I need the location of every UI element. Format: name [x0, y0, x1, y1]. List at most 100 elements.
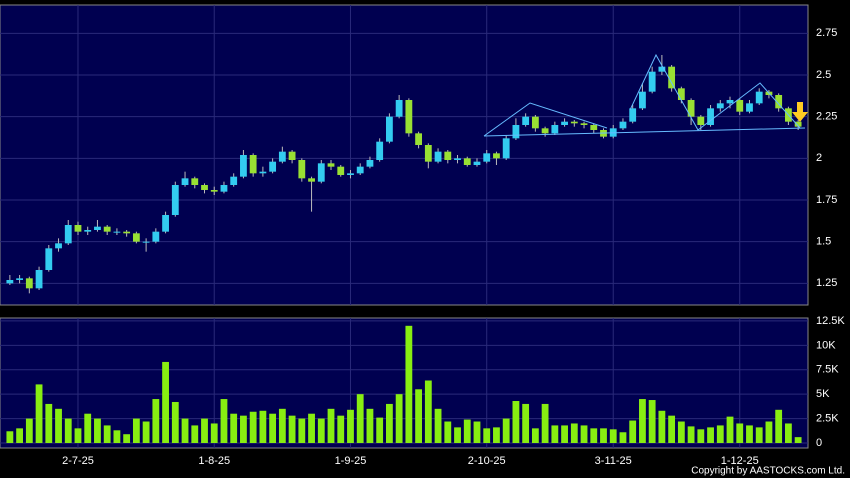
x-tick-label: 2-7-25 — [62, 455, 94, 467]
volume-bar — [162, 361, 169, 443]
candle-body — [454, 158, 461, 160]
y-tick-label: 7.5K — [816, 364, 839, 376]
marks — [6, 55, 802, 443]
volume-bar — [171, 401, 179, 443]
y-tick-label: 2.25 — [816, 111, 837, 123]
candle-body — [707, 108, 714, 125]
volume-bar — [454, 427, 461, 443]
volume-bar — [230, 413, 238, 443]
volume-bar — [590, 428, 598, 443]
volume-bar — [561, 425, 568, 443]
candle-body — [6, 280, 14, 284]
volume-bar — [668, 415, 676, 443]
volume-bar — [259, 410, 267, 443]
volume-bar — [55, 408, 62, 443]
candle-body — [629, 108, 637, 122]
copyright: Copyright by AASTOCKS.com Ltd. — [691, 466, 845, 477]
candle-body — [493, 153, 500, 159]
volume-bar — [317, 418, 325, 443]
candle-body — [249, 155, 257, 174]
candle-body — [502, 138, 510, 159]
volume-bar — [356, 394, 364, 443]
candle-body — [123, 231, 131, 234]
volume-bar — [210, 423, 218, 443]
volume-bar — [269, 413, 277, 443]
candle-body — [580, 123, 588, 125]
y-tick-label: 12.5K — [816, 315, 845, 327]
candle-body — [132, 233, 140, 242]
candle-body — [366, 160, 374, 167]
candle-body — [376, 141, 384, 160]
candle-body — [103, 226, 111, 232]
volume-bar — [45, 403, 53, 443]
volume-bar — [347, 409, 354, 443]
volume-bar — [337, 415, 345, 443]
grid — [0, 5, 808, 448]
volume-bar — [541, 403, 549, 443]
volume-bar — [35, 384, 43, 443]
candle-body — [94, 226, 101, 230]
candle-body — [152, 231, 160, 242]
y-tick-label: 0 — [816, 437, 822, 449]
volume-bar — [385, 403, 393, 443]
volume-bar — [395, 394, 403, 443]
volume-bar — [755, 427, 763, 443]
volume-bar — [736, 423, 744, 443]
candle-body — [434, 151, 442, 162]
volume-bar — [463, 419, 471, 443]
candle-body — [337, 166, 345, 175]
candle-body — [512, 125, 520, 139]
volume-bar — [697, 429, 705, 443]
volume-bar — [308, 413, 315, 443]
y-tick-label: 2.5K — [816, 412, 839, 424]
arrow — [792, 102, 808, 122]
candle-body — [288, 151, 296, 160]
volume-bar — [493, 427, 500, 443]
volume-bar — [677, 421, 685, 443]
volume-bar — [327, 408, 335, 443]
volume-bar — [298, 418, 306, 443]
pattern-line — [629, 53, 801, 131]
candle-body — [561, 121, 568, 125]
volume-panel — [0, 317, 809, 449]
candle-body — [240, 155, 247, 177]
volume-bar — [716, 425, 724, 443]
candle-body — [736, 100, 744, 112]
candle-body — [308, 178, 315, 182]
volume-bar — [600, 428, 607, 443]
candle-body — [25, 278, 33, 289]
volume-bar — [794, 437, 802, 443]
pattern-line — [483, 102, 608, 137]
candle-body — [395, 100, 403, 117]
volume-bar — [288, 415, 296, 443]
volume-bar — [16, 428, 24, 443]
volume-bar — [765, 421, 773, 443]
volume-bar — [132, 418, 140, 443]
volume-bar — [181, 418, 189, 443]
candle-body — [278, 151, 286, 162]
candle-body — [74, 225, 82, 232]
y-tick-label: 1.25 — [816, 277, 837, 289]
candle-body — [794, 121, 802, 127]
candle-body — [424, 145, 432, 162]
volume-bar — [434, 408, 442, 443]
volume-bar — [94, 418, 101, 443]
candle-body — [171, 185, 179, 215]
volume-bar — [658, 410, 666, 443]
candle-body — [522, 116, 530, 125]
volume-bar — [609, 429, 617, 443]
volume-bar — [483, 428, 491, 443]
candle-body — [551, 125, 559, 134]
y-tick-label: 1.5 — [816, 236, 831, 248]
candle-body — [746, 103, 753, 112]
y-tick-label: 2.5 — [816, 69, 831, 81]
volume-bar — [6, 431, 14, 443]
candle-body — [444, 151, 452, 160]
volume-bar — [113, 430, 121, 443]
volume-bar — [522, 403, 530, 443]
candle-body — [619, 121, 627, 129]
volume-bar — [415, 389, 423, 443]
candle-body — [755, 91, 763, 104]
volume-bar — [512, 401, 520, 443]
